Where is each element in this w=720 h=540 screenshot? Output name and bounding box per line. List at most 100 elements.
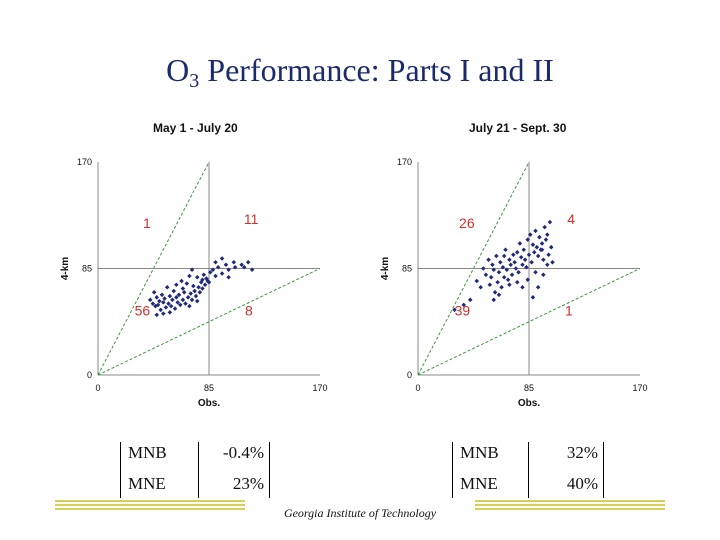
data-point: [191, 283, 196, 289]
x-axis-label: Obs.: [518, 398, 540, 409]
data-point: [499, 285, 504, 290]
data-point: [163, 305, 169, 310]
mne-label: MNE: [128, 474, 166, 493]
data-point: [245, 259, 251, 265]
data-point: [192, 288, 197, 294]
data-point: [161, 311, 166, 316]
data-point: [534, 244, 540, 250]
data-point: [498, 259, 503, 265]
footer-text: Georgia Institute of Technology: [283, 506, 437, 520]
data-point: [167, 310, 173, 315]
data-point: [196, 285, 201, 290]
data-point: [180, 297, 186, 303]
mnb-label: MNB: [460, 443, 499, 462]
data-point: [194, 298, 200, 304]
data-point: [157, 298, 162, 304]
mnb-label: MNB: [128, 443, 167, 462]
data-point: [183, 301, 188, 306]
data-point: [541, 257, 546, 262]
data-point: [509, 272, 515, 278]
data-point: [533, 269, 538, 275]
data-point: [452, 307, 457, 313]
data-point: [483, 272, 489, 278]
data-point: [166, 301, 171, 306]
data-point: [189, 297, 195, 303]
data-point: [178, 302, 183, 308]
left-chart-title: May 1 - July 20: [153, 121, 238, 135]
data-point: [154, 312, 160, 318]
data-point: [171, 288, 177, 294]
quadrant-count-upper-left: 1: [143, 215, 151, 231]
data-point: [151, 290, 157, 295]
data-point: [530, 295, 536, 300]
quadrant-count-lower-left: 56: [135, 302, 151, 318]
data-point: [158, 307, 163, 313]
data-point: [213, 259, 218, 265]
stats-row-mne: MNE 40%: [452, 474, 604, 498]
data-point: [180, 286, 186, 291]
data-point: [512, 259, 517, 265]
title-main: O: [166, 52, 190, 88]
data-point: [219, 256, 225, 261]
footer-rule-left: [55, 500, 245, 512]
ratio-line-1: [418, 267, 640, 375]
x-tick-label: 85: [524, 383, 534, 393]
data-point: [184, 281, 190, 286]
data-point: [490, 262, 495, 268]
data-point: [174, 282, 179, 288]
data-point: [488, 275, 494, 280]
data-point: [213, 273, 218, 279]
data-point: [535, 253, 541, 259]
data-point: [187, 273, 192, 279]
data-point: [507, 257, 512, 262]
quadrant-count-upper-left: 26: [459, 215, 475, 231]
ratio-line-1: [98, 267, 320, 375]
data-point: [500, 264, 506, 270]
y-tick-label: 170: [77, 157, 92, 167]
y-tick-label: 0: [407, 370, 412, 380]
footer-rule-right: [475, 500, 665, 512]
data-point: [487, 282, 493, 288]
quadrant-count-lower-right: 1: [565, 302, 573, 318]
data-point: [545, 232, 550, 237]
data-point: [172, 306, 178, 311]
data-point: [200, 277, 205, 283]
data-point: [541, 272, 546, 278]
stats-row-mnb: MNB -0.4%: [120, 443, 270, 467]
data-point: [491, 297, 497, 303]
data-point: [223, 262, 229, 268]
data-point: [219, 271, 225, 276]
data-point: [174, 295, 179, 300]
data-point: [511, 252, 516, 257]
data-point: [474, 278, 480, 284]
data-point: [501, 275, 507, 280]
data-point: [154, 295, 160, 300]
stats-border-left: [120, 442, 121, 498]
ratio-lines: [418, 162, 640, 375]
right-stats-table: MNB 32% MNE 40%: [452, 442, 604, 499]
data-point: [535, 285, 541, 290]
y-axis-label: 4-km: [60, 257, 71, 280]
data-point: [226, 275, 231, 280]
data-point: [546, 252, 551, 257]
data-point: [162, 296, 167, 301]
data-point: [159, 292, 165, 298]
mnb-value: 32%: [566, 443, 598, 462]
data-point: [193, 293, 199, 299]
data-point: [164, 285, 170, 290]
stats-border-right: [603, 442, 604, 498]
data-point: [533, 228, 538, 234]
y-tick-label: 85: [82, 264, 92, 274]
data-point: [508, 262, 513, 268]
data-point: [496, 292, 502, 298]
data-point: [478, 285, 483, 290]
data-point: [181, 290, 187, 295]
data-point: [518, 254, 524, 260]
stats-border-mid: [528, 442, 529, 498]
right-scatter-chart: 0 85 170 0 85 170 Obs. 4-km 26 4 39 1: [380, 157, 648, 409]
data-point: [231, 259, 237, 265]
data-point: [494, 253, 499, 259]
stats-row-mne: MNE 23%: [120, 474, 270, 498]
data-point: [537, 234, 542, 240]
mne-label: MNE: [460, 474, 498, 493]
